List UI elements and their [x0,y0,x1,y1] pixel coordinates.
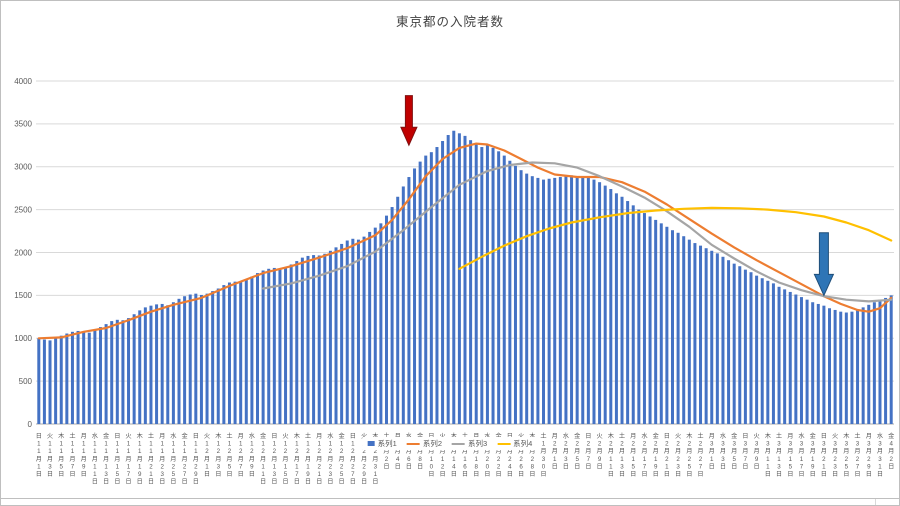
bar-series-1[interactable] [37,130,893,425]
x-axis-labels: 日 1 1 月 1 日火 1 1 月 3 日木 1 1 月 5 日土 1 1 月 7 日月 1 1 月 9 日水 1 1 月 1 1 日金 1 1… [36,432,895,486]
series2-line-marker-icon [406,442,420,445]
series1-bar-marker-icon [367,441,375,446]
chart-legend: 系列1 系列2 系列3 系列4 [362,437,538,450]
series3-line-marker-icon [452,442,465,445]
chart-title: 東京都の入院者数 [395,15,504,29]
y-tick-label: 3500 [14,120,32,129]
y-tick-label: 1500 [14,291,32,300]
y-tick-label: 3000 [14,163,32,172]
legend-item-series1[interactable]: 系列1 [367,438,397,449]
legend-item-series2[interactable]: 系列2 [406,438,442,449]
legend-item-series3[interactable]: 系列3 [452,438,487,449]
legend-label-series2: 系列2 [422,439,442,448]
spreadsheet-cell-border [875,499,876,505]
y-tick-label: 4000 [14,77,32,86]
legend-label-series3: 系列3 [468,439,488,448]
line-series-2[interactable] [37,142,893,340]
legend-item-series4[interactable]: 系列4 [497,438,532,449]
line-series-3[interactable] [262,161,893,303]
y-tick-label: 1000 [14,334,32,343]
y-tick-label: 0 [28,420,33,429]
line-series-4[interactable] [458,206,893,270]
red-arrow-annotation[interactable] [400,95,418,147]
series4-line-marker-icon [497,442,511,445]
y-axis-labels: 0 500 1000 1500 2000 2500 3000 3500 4000 [14,77,32,429]
y-tick-label: 2000 [14,248,32,257]
legend-label-series1: 系列1 [377,439,397,448]
y-tick-label: 2500 [14,205,32,214]
blue-arrow-annotation[interactable] [813,232,835,297]
spreadsheet-row-border [1,498,899,499]
legend-label-series4: 系列4 [513,439,533,448]
y-tick-label: 500 [19,377,33,386]
